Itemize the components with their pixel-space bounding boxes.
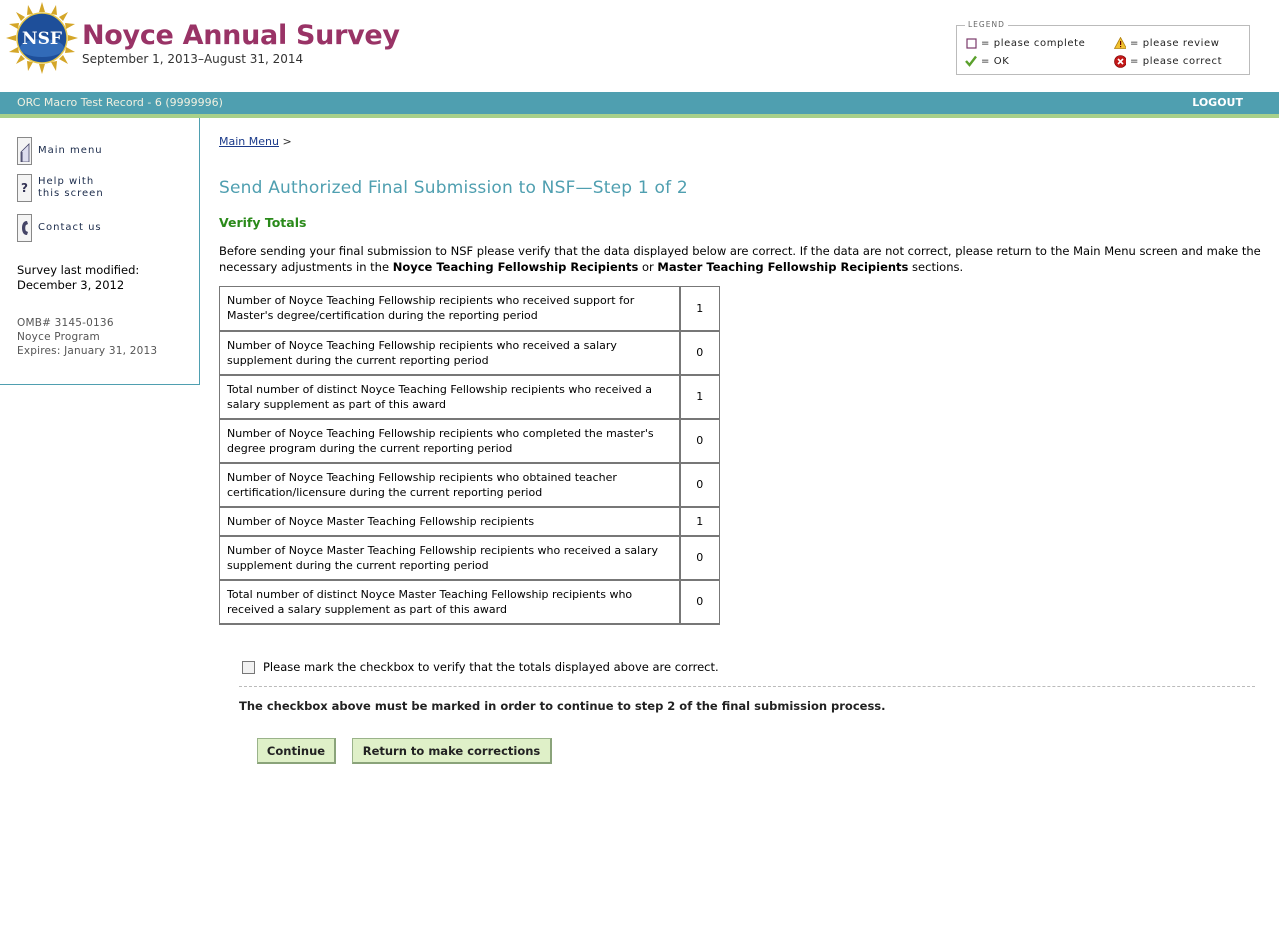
logout-link[interactable]: LOGOUT xyxy=(1192,96,1243,109)
total-label: Total number of distinct Noyce Teaching … xyxy=(219,374,680,419)
legend-item-please-correct: = please correct xyxy=(1114,54,1223,68)
record-label: ORC Macro Test Record - 6 (9999996) xyxy=(17,96,223,109)
instructions-master-recipients: Master Teaching Fellowship Recipients xyxy=(657,260,909,274)
breadcrumb: Main Menu > xyxy=(219,135,292,148)
total-label: Total number of distinct Noyce Master Te… xyxy=(219,579,680,624)
totals-table: Number of Noyce Teaching Fellowship reci… xyxy=(219,286,720,625)
total-value: 1 xyxy=(678,286,720,331)
total-value: 0 xyxy=(678,579,720,624)
sidebar: Main menu ? Help with this screen Contac… xyxy=(0,118,200,385)
verify-totals-label[interactable]: Please mark the checkbox to verify that … xyxy=(263,660,719,674)
total-value: 0 xyxy=(678,535,720,580)
total-value: 1 xyxy=(678,374,720,419)
sidebar-item-label: Help with this screen xyxy=(38,176,104,199)
table-row: Number of Noyce Teaching Fellowship reci… xyxy=(219,330,720,375)
verify-totals-checkbox[interactable] xyxy=(242,660,255,674)
sidebar-item-help[interactable]: ? Help with this screen xyxy=(17,174,104,202)
omb-number: OMB# 3145-0136 xyxy=(17,317,114,329)
total-label: Number of Noyce Master Teaching Fellowsh… xyxy=(219,506,680,536)
table-row: Total number of distinct Noyce Teaching … xyxy=(219,374,720,419)
warning-triangle-icon xyxy=(1114,37,1126,49)
table-row: Total number of distinct Noyce Master Te… xyxy=(219,579,720,624)
page-title: Send Authorized Final Submission to NSF—… xyxy=(219,178,688,198)
legend-label: = please complete xyxy=(981,37,1086,49)
survey-period: September 1, 2013–August 31, 2014 xyxy=(82,52,304,66)
legend-item-ok: = OK xyxy=(965,55,1009,67)
total-value: 0 xyxy=(678,330,720,375)
green-check-icon xyxy=(965,55,977,67)
legend-label: = please review xyxy=(1130,37,1220,49)
total-value: 1 xyxy=(678,506,720,536)
total-label: Number of Noyce Teaching Fellowship reci… xyxy=(219,330,680,375)
sidebar-item-contact[interactable]: Contact us xyxy=(17,214,102,242)
header: NSF Noyce Annual Survey September 1, 201… xyxy=(0,0,1279,92)
sidebar-item-label: Main menu xyxy=(38,145,103,156)
help-icon: ? xyxy=(17,174,32,202)
table-row: Number of Noyce Teaching Fellowship reci… xyxy=(219,418,720,463)
section-title: Verify Totals xyxy=(219,215,307,230)
breadcrumb-main-menu-link[interactable]: Main Menu xyxy=(219,135,279,148)
phone-icon xyxy=(17,214,32,242)
survey-modified-date: December 3, 2012 xyxy=(17,278,125,292)
instructions: Before sending your final submission to … xyxy=(219,243,1264,275)
program-name: Noyce Program xyxy=(17,331,100,343)
total-label: Number of Noyce Master Teaching Fellowsh… xyxy=(219,535,680,580)
omb-expiration: Expires: January 31, 2013 xyxy=(17,345,158,357)
verify-totals-row: Please mark the checkbox to verify that … xyxy=(242,660,719,674)
sidebar-item-label: Contact us xyxy=(38,222,102,233)
instructions-teaching-recipients: Noyce Teaching Fellowship Recipients xyxy=(392,260,639,274)
total-label: Number of Noyce Teaching Fellowship reci… xyxy=(219,418,680,463)
instructions-text: or xyxy=(638,260,658,274)
total-value: 0 xyxy=(678,418,720,463)
continue-button[interactable]: Continue xyxy=(257,738,336,764)
survey-modified-label: Survey last modified: xyxy=(17,263,140,277)
instructions-text: Before sending your final submission to … xyxy=(219,244,1261,274)
legend-label: = OK xyxy=(981,55,1010,67)
checkbox-required-warning: The checkbox above must be marked in ord… xyxy=(239,699,886,713)
record-bar: ORC Macro Test Record - 6 (9999996) LOGO… xyxy=(0,92,1279,114)
return-to-corrections-button[interactable]: Return to make corrections xyxy=(352,738,552,764)
total-label: Number of Noyce Teaching Fellowship reci… xyxy=(219,286,680,331)
nsf-logo: NSF xyxy=(6,2,78,74)
legend-title: LEGEND xyxy=(965,20,1008,29)
divider xyxy=(239,686,1255,687)
app-title: Noyce Annual Survey xyxy=(82,20,400,51)
legend-item-please-review: = please review xyxy=(1114,37,1220,49)
table-row: Number of Noyce Master Teaching Fellowsh… xyxy=(219,506,720,536)
legend: LEGEND = please complete = please review… xyxy=(956,20,1250,75)
red-x-circle-icon xyxy=(1114,54,1126,68)
logo-text: NSF xyxy=(22,29,62,49)
total-label: Number of Noyce Teaching Fellowship reci… xyxy=(219,462,680,507)
table-row: Number of Noyce Teaching Fellowship reci… xyxy=(219,286,720,331)
survey-last-modified: Survey last modified: December 3, 2012 xyxy=(17,263,139,293)
empty-checkbox-icon xyxy=(965,37,977,49)
sidebar-item-main-menu[interactable]: Main menu xyxy=(17,137,103,165)
total-value: 0 xyxy=(678,462,720,507)
table-row: Number of Noyce Master Teaching Fellowsh… xyxy=(219,535,720,580)
main-menu-icon xyxy=(17,137,32,165)
omb-info: OMB# 3145-0136 Noyce Program Expires: Ja… xyxy=(17,316,157,358)
table-row: Number of Noyce Teaching Fellowship reci… xyxy=(219,462,720,507)
instructions-text: sections. xyxy=(908,260,964,274)
legend-label: = please correct xyxy=(1130,55,1223,67)
breadcrumb-separator: > xyxy=(282,135,292,148)
topbar-accent-divider xyxy=(0,114,1279,118)
legend-item-please-complete: = please complete xyxy=(965,37,1085,49)
